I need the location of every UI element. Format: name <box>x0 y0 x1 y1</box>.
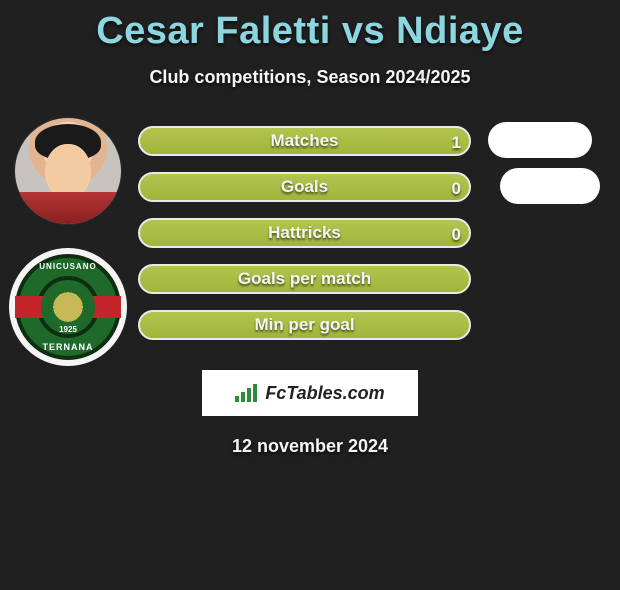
crest-bottom-text: TERNANA <box>15 342 121 352</box>
crest-year: 1925 <box>15 325 121 334</box>
stat-row: Min per goal <box>138 310 600 340</box>
stat-row: Goals 0 <box>138 172 600 202</box>
stat-label: Goals per match <box>238 269 371 289</box>
stat-label: Goals <box>281 177 328 197</box>
stat-bars: Matches 1 Goals 0 Hattricks 0 Goals per match M… <box>138 126 600 340</box>
club-crest: UNICUSANO TERNANA 1925 <box>9 248 127 366</box>
snapshot-date: 12 november 2024 <box>0 436 620 457</box>
stat-bar-left: Goals 0 <box>138 172 471 202</box>
subtitle: Club competitions, Season 2024/2025 <box>0 67 620 88</box>
stat-label: Matches <box>270 131 338 151</box>
left-column: UNICUSANO TERNANA 1925 <box>8 118 128 366</box>
stat-label: Min per goal <box>254 315 354 335</box>
stat-label: Hattricks <box>268 223 341 243</box>
brand-chart-icon <box>235 384 259 402</box>
stat-pill-right <box>488 122 592 158</box>
stat-bar-left: Goals per match <box>138 264 471 294</box>
stat-value-left: 0 <box>452 220 461 250</box>
stat-bar-left: Hattricks 0 <box>138 218 471 248</box>
player-avatar <box>15 118 121 224</box>
stat-row: Goals per match <box>138 264 600 294</box>
stat-value-left: 1 <box>452 128 461 158</box>
brand-text: FcTables.com <box>265 383 384 404</box>
crest-top-text: UNICUSANO <box>15 262 121 271</box>
brand-footer: FcTables.com <box>202 370 418 416</box>
stat-bar-left: Matches 1 <box>138 126 471 156</box>
stat-pill-right <box>500 168 600 204</box>
page-title: Cesar Faletti vs Ndiaye <box>0 10 620 53</box>
stat-bar-left: Min per goal <box>138 310 471 340</box>
content-area: UNICUSANO TERNANA 1925 Matches1Goals0Hat… <box>0 126 620 340</box>
stat-row: Matches 1 <box>138 126 600 156</box>
stat-row: Hattricks 0 <box>138 218 600 248</box>
stat-value-left: 0 <box>452 174 461 204</box>
